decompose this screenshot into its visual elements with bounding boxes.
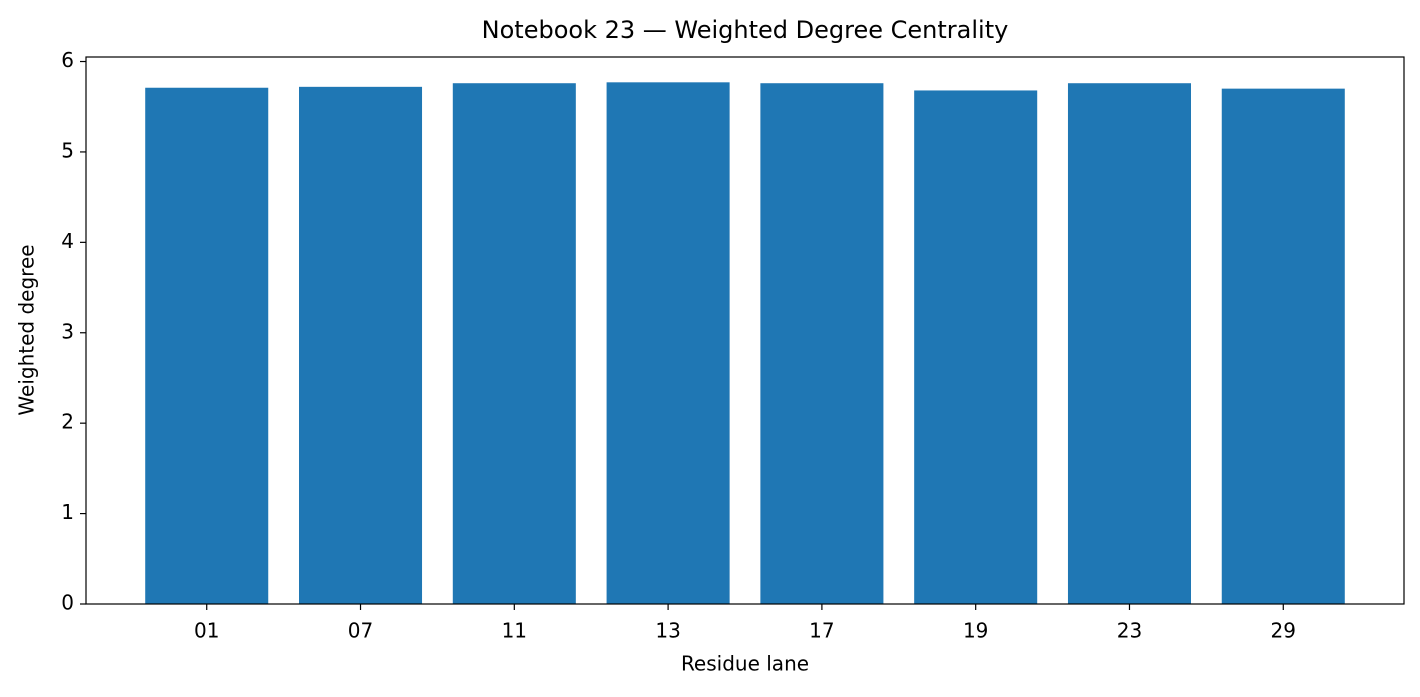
y-tick-label: 2 bbox=[61, 410, 74, 434]
y-tick-label: 6 bbox=[61, 48, 74, 72]
x-tick-label: 23 bbox=[1117, 619, 1142, 643]
bar bbox=[1221, 88, 1345, 604]
bar bbox=[606, 82, 730, 605]
chart-title: Notebook 23 — Weighted Degree Centrality bbox=[482, 16, 1009, 44]
y-tick-label: 0 bbox=[61, 591, 74, 615]
plot-frame bbox=[85, 56, 1405, 605]
x-tick-label: 01 bbox=[194, 619, 219, 643]
bar bbox=[760, 83, 884, 604]
x-tick-label: 13 bbox=[655, 619, 680, 643]
x-tick-label: 29 bbox=[1271, 619, 1296, 643]
y-tick-label: 1 bbox=[61, 500, 74, 524]
x-axis-label: Residue lane bbox=[681, 652, 809, 676]
y-tick-label: 4 bbox=[61, 229, 74, 253]
x-tick-label: 07 bbox=[348, 619, 373, 643]
x-tick-label: 11 bbox=[502, 619, 527, 643]
bar bbox=[452, 83, 576, 604]
y-axis-label: Weighted degree bbox=[15, 244, 39, 415]
bar bbox=[299, 86, 423, 604]
y-tick-label: 5 bbox=[61, 138, 74, 162]
x-tick-label: 19 bbox=[963, 619, 988, 643]
y-tick-label: 3 bbox=[61, 319, 74, 343]
x-tick-label: 17 bbox=[809, 619, 834, 643]
bar bbox=[145, 87, 269, 605]
bar bbox=[1067, 83, 1191, 604]
bar bbox=[914, 90, 1038, 605]
